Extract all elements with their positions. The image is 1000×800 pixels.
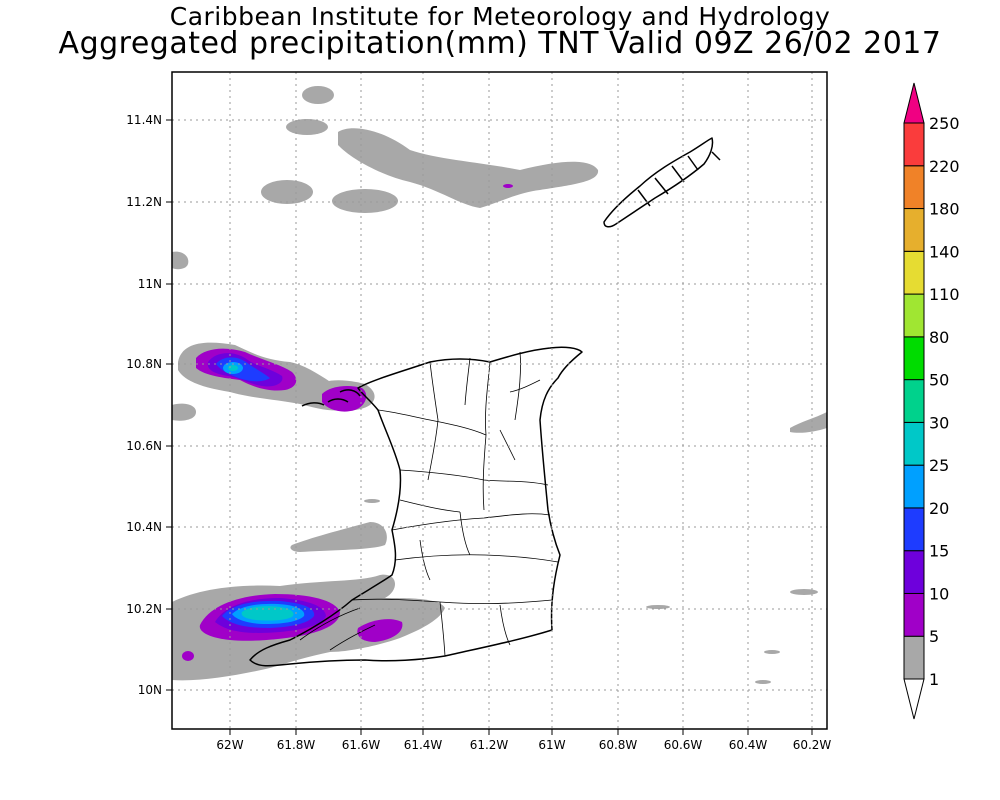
rain-cyan-areas (228, 365, 294, 621)
colorbar-segment (903, 293, 925, 338)
lat-label: 10.2N (126, 602, 162, 616)
lon-label: 61.2W (470, 738, 509, 752)
colorbar-level-label: 50 (929, 371, 949, 390)
plot-frame (171, 71, 828, 730)
colorbar-level-label: 220 (929, 157, 960, 176)
lon-label: 60.4W (729, 738, 768, 752)
colorbar-segment (903, 379, 925, 423)
axis-tick-marks (166, 119, 813, 735)
colorbar-segment (903, 550, 925, 594)
colorbar-level-label: 180 (929, 200, 960, 219)
colorbar-level-label: 25 (929, 456, 949, 475)
latitude-labels: 11.4N 11.2N 11N 10.8N 10.6N 10.4N 10.2N … (126, 113, 162, 697)
lat-label: 10.8N (126, 357, 162, 371)
colorbar-level-label: 30 (929, 413, 949, 432)
map-title-line2: Aggregated precipitation(mm) TNT Valid 0… (58, 26, 942, 61)
colorbar-level-label: 250 (929, 114, 960, 133)
colorbar-level-label: 140 (929, 242, 960, 261)
lon-label: 60.6W (664, 738, 703, 752)
colorbar-segment (903, 464, 925, 509)
colorbar-segment (903, 122, 925, 167)
lon-label: 60.8W (599, 738, 638, 752)
colorbar-level-label: 20 (929, 499, 949, 518)
lat-label: 11.4N (126, 113, 162, 127)
lon-label: 62W (216, 738, 243, 752)
lon-label: 61W (538, 738, 565, 752)
colorbar-level-label: 110 (929, 285, 960, 304)
map-gridlines (172, 72, 827, 729)
colorbar-level-label: 80 (929, 328, 949, 347)
colorbar-bottom-arrow (903, 678, 925, 720)
lat-label: 11N (138, 277, 162, 291)
map-title-line1: Caribbean Institute for Meteorology and … (169, 2, 831, 31)
colorbar-level-label: 5 (929, 627, 939, 646)
colorbar-segment (903, 250, 925, 295)
lon-label: 61.8W (277, 738, 316, 752)
trinidad-county-borders (299, 351, 559, 657)
colorbar-level-label: 10 (929, 584, 949, 603)
tobago-island-outline (603, 137, 721, 228)
lat-label: 10N (138, 683, 162, 697)
colorbar-segment (903, 592, 925, 637)
colorbar-segment (903, 507, 925, 552)
colorbar-segment (903, 336, 925, 381)
colorbar-segment (903, 421, 925, 466)
trinidad-island-outline (249, 346, 583, 667)
colorbar-segment (903, 165, 925, 210)
colorbar-segment (903, 635, 925, 680)
lat-label: 10.6N (126, 439, 162, 453)
lat-label: 10.4N (126, 520, 162, 534)
colorbar-top-arrow (903, 82, 925, 124)
lat-label: 11.2N (126, 195, 162, 209)
chaguaramas-islands-outline (301, 389, 361, 407)
lon-label: 61.4W (404, 738, 443, 752)
lon-label: 60.2W (793, 738, 832, 752)
lon-label: 61.6W (342, 738, 381, 752)
longitude-labels: 62W 61.8W 61.6W 61.4W 61.2W 61W 60.8W 60… (216, 738, 831, 752)
colorbar-level-label: 1 (929, 670, 939, 689)
colorbar-level-label: 15 (929, 542, 949, 561)
colorbar-segment (903, 208, 925, 252)
